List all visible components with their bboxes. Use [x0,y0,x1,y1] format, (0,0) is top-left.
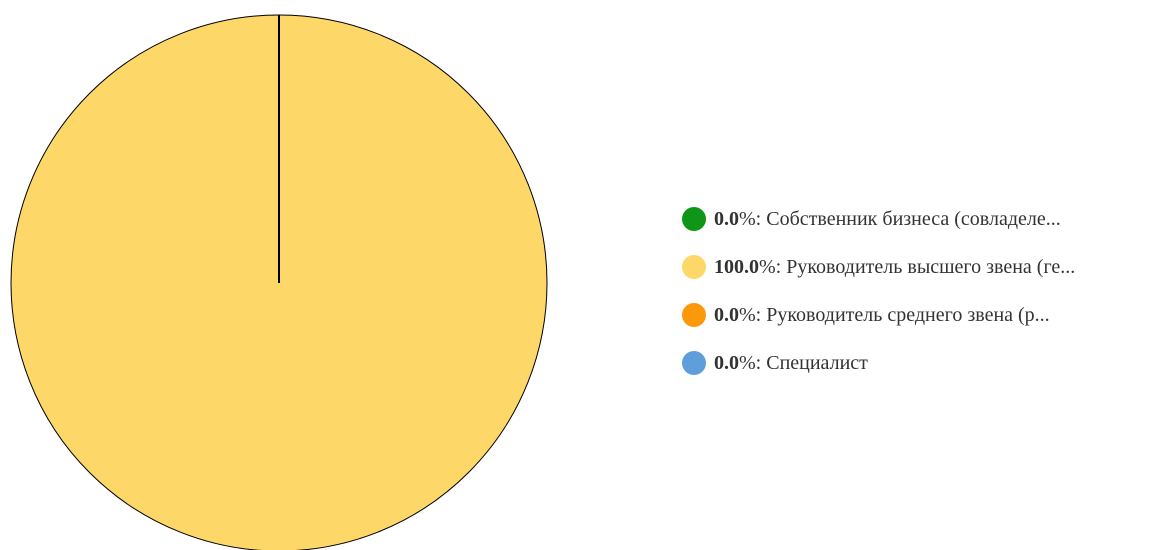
legend-swatch-specialist [682,351,706,375]
legend-separator: : [775,255,787,278]
legend-item-owner[interactable]: 0.0%: Собственник бизнеса (совладеле... [682,207,1075,231]
legend-label: Специалист [766,351,868,374]
legend-label: Собственник бизнеса (совладеле... [766,207,1061,230]
legend-text-top-manager: 100.0%: Руководитель высшего звена (ге..… [714,256,1075,279]
legend-text-middle-manager: 0.0%: Руководитель среднего звена (р... [714,304,1050,327]
legend-percent-value: 0.0 [714,303,739,326]
legend-separator: : [755,303,767,326]
legend-label: Руководитель среднего звена (р... [766,303,1050,326]
legend-label: Руководитель высшего звена (ге... [786,255,1076,278]
legend-separator: : [755,207,767,230]
legend-percent-sign: % [739,351,756,374]
legend-item-specialist[interactable]: 0.0%: Специалист [682,351,1075,375]
legend-percent-value: 0.0 [714,351,739,374]
legend-swatch-top-manager [682,255,706,279]
legend-text-owner: 0.0%: Собственник бизнеса (совладеле... [714,208,1061,231]
legend-percent-sign: % [759,255,776,278]
chart-legend: 0.0%: Собственник бизнеса (совладеле... … [682,207,1075,375]
legend-swatch-owner [682,207,706,231]
legend-percent-value: 100.0 [714,255,759,278]
legend-item-middle-manager[interactable]: 0.0%: Руководитель среднего звена (р... [682,303,1075,327]
legend-percent-value: 0.0 [714,207,739,230]
legend-text-specialist: 0.0%: Специалист [714,352,868,375]
legend-percent-sign: % [739,303,756,326]
pie-chart [10,14,548,550]
legend-separator: : [755,351,767,374]
legend-swatch-middle-manager [682,303,706,327]
legend-item-top-manager[interactable]: 100.0%: Руководитель высшего звена (ге..… [682,255,1075,279]
legend-percent-sign: % [739,207,756,230]
